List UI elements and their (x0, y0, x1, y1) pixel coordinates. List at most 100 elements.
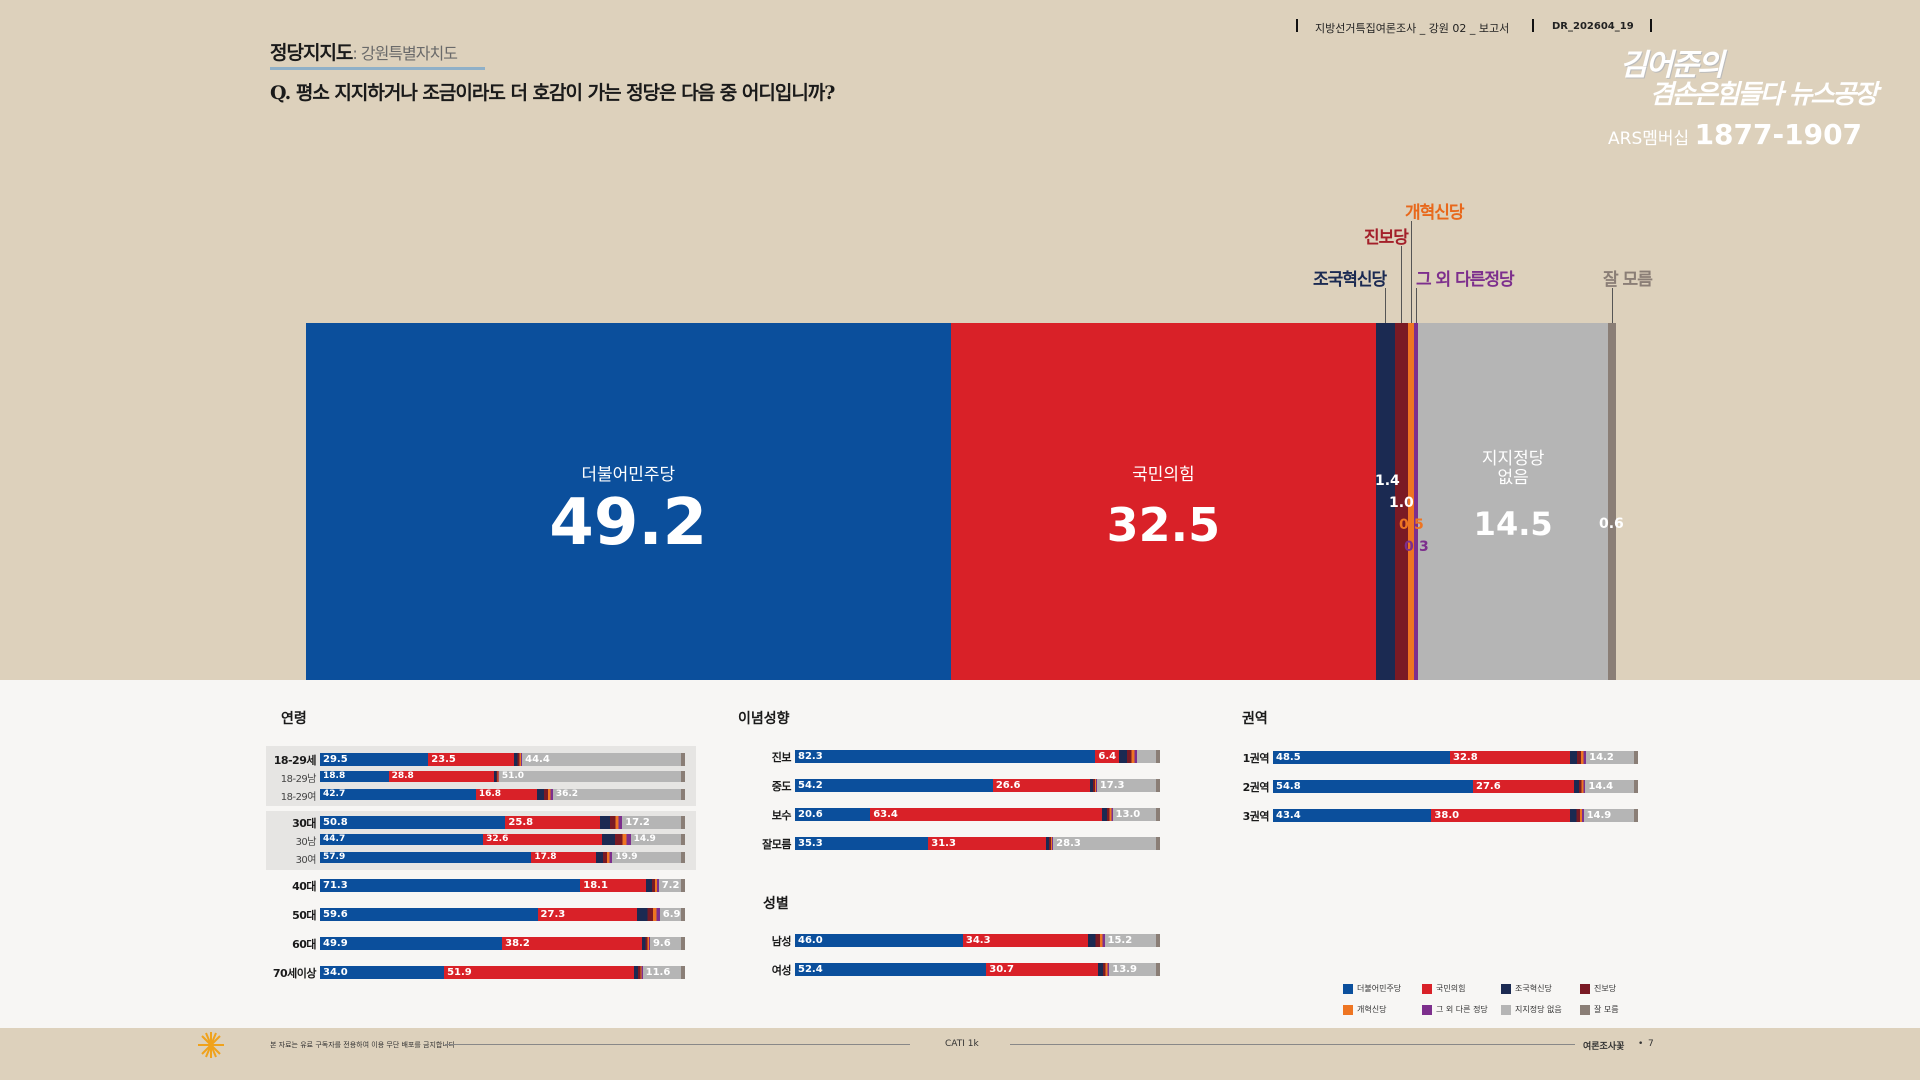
stacked-row-bar: 57.9 17.8 19.9 (320, 852, 685, 863)
legend-swatch (1422, 1004, 1432, 1015)
row-segment: 63.4 (870, 808, 1102, 821)
meta-survey: 지방선거특집여론조사 _ 강원 02 _ 보고서 (1315, 22, 1510, 35)
row-segment: 19.9 (612, 852, 685, 863)
stacked-row-bar: 52.4 30.7 13.9 (795, 963, 1160, 976)
dont-know-tick (680, 771, 685, 782)
row-segment: 44.7 (320, 834, 484, 845)
segment-name-label: 더불어민주당 (581, 465, 676, 485)
stacked-row-bar: 49.9 38.2 9.6 (320, 937, 685, 950)
party-segment (1418, 323, 1609, 680)
minor-party-segment (1101, 808, 1113, 821)
party-segment (950, 323, 1377, 680)
title-underline (270, 67, 485, 70)
row-label: 18-29세 (273, 754, 317, 767)
dont-know-tick (1633, 751, 1638, 764)
segment-small-value: 0.6 (1599, 516, 1624, 532)
row-segment: 52.4 (795, 963, 987, 976)
section-title: 성별 (763, 896, 789, 912)
row-label: 보수 (771, 809, 792, 822)
stacked-row-bar: 44.7 32.6 14.9 (320, 834, 685, 845)
row-segment: 54.2 (795, 779, 993, 792)
segment-small-value: 0.5 (1399, 517, 1424, 533)
segment-value-label: 49.2 (549, 486, 708, 560)
stacked-row-bar: 35.3 31.3 28.3 (795, 837, 1160, 850)
row-segment: 25.8 (505, 816, 600, 829)
dont-know-tick (680, 834, 685, 845)
party-segment (1407, 323, 1415, 680)
row-label: 30대 (292, 817, 316, 830)
row-label: 2권역 (1242, 781, 1270, 794)
minor-party-segment (1118, 750, 1137, 763)
dont-know-tick (1155, 750, 1160, 763)
row-label: 잘모름 (762, 838, 791, 851)
stacked-row-bar: 42.7 16.8 36.2 (320, 789, 685, 800)
row-segment: 82.3 (795, 750, 1096, 763)
minor-party-segment (1569, 751, 1587, 764)
legend-label: 국민의힘 (1436, 984, 1466, 993)
segment-name-label: 국민의힘 (1132, 465, 1195, 485)
row-segment: 6.4 (1095, 750, 1119, 763)
meta-divider (1296, 19, 1298, 32)
row-segment: 14.9 (1583, 809, 1638, 822)
callout-leader-line (1612, 288, 1614, 323)
row-label: 중도 (771, 780, 792, 793)
legend-swatch (1501, 983, 1511, 994)
meta-divider (1650, 19, 1652, 32)
legend-label: 개혁신당 (1357, 1005, 1387, 1014)
segment-name-label: 지지정당 없음 (1481, 449, 1545, 488)
legend-swatch (1580, 983, 1590, 994)
stacked-row-bar: 43.4 38.0 14.9 (1273, 809, 1638, 822)
callout-leader-line (1410, 221, 1412, 323)
dont-know-tick (1155, 963, 1160, 976)
page-title: 정당지지도: 강원특별자치도 (270, 42, 458, 64)
party-callout-label: 개혁신당 (1405, 203, 1465, 223)
row-segment: 48.5 (1273, 751, 1451, 764)
row-label: 남성 (771, 935, 792, 948)
row-segment: 13.0 (1112, 808, 1160, 821)
row-segment: 34.0 (320, 966, 445, 979)
row-segment: 26.6 (992, 779, 1090, 792)
page-subtitle: : 강원특별자치도 (352, 44, 458, 63)
row-segment: 27.3 (537, 908, 638, 921)
row-label: 70세이상 (272, 967, 317, 980)
section-title: 이념성향 (738, 711, 790, 727)
row-segment: 46.0 (795, 934, 963, 947)
dont-know-tick (1155, 837, 1160, 850)
footer-rule (1010, 1044, 1575, 1045)
footer-bar (0, 1028, 1920, 1080)
row-label: 30남 (295, 837, 317, 848)
dont-know-tick (680, 908, 685, 921)
row-segment: 38.2 (502, 937, 642, 950)
logo-line2: 겸손은힘들다 뉴스공장 (1650, 80, 1878, 110)
stacked-row-bar: 48.5 32.8 14.2 (1273, 751, 1638, 764)
legend-label: 지지정당 없음 (1515, 1005, 1562, 1014)
callout-leader-line (1401, 246, 1403, 323)
party-segment (1608, 323, 1616, 680)
stacked-row-bar: 71.3 18.1 7.2 (320, 879, 685, 892)
row-segment: 32.8 (1450, 751, 1570, 764)
logo-number: 1877-1907 (1694, 118, 1863, 151)
row-segment: 50.8 (320, 816, 506, 829)
dont-know-tick (1155, 779, 1160, 792)
row-segment: 59.6 (320, 908, 538, 921)
party-segment (1394, 323, 1408, 680)
row-segment: 9.6 (649, 937, 685, 950)
legend-item: 잘 모름 (1580, 1004, 1619, 1015)
row-segment: 6.9 (659, 908, 685, 921)
row-segment: 36.2 (552, 789, 685, 800)
row-segment: 30.7 (986, 963, 1099, 976)
stacked-row-bar: 50.8 25.8 17.2 (320, 816, 685, 829)
dont-know-tick (1633, 780, 1638, 793)
row-segment: 13.9 (1109, 963, 1160, 976)
minor-party-segment (599, 816, 623, 829)
legend-label: 더불어민주당 (1357, 984, 1402, 993)
legend-item: 그 외 다른 정당 (1422, 1004, 1488, 1015)
minor-party-segment (633, 966, 643, 979)
minor-party-segment (514, 753, 523, 766)
row-segment: 23.5 (428, 753, 515, 766)
row-label: 18-29남 (280, 774, 317, 785)
row-segment: 38.0 (1431, 809, 1571, 822)
party-callout-label: 잘 모름 (1603, 270, 1653, 290)
row-segment: 15.2 (1104, 934, 1160, 947)
row-label: 1권역 (1242, 752, 1270, 765)
